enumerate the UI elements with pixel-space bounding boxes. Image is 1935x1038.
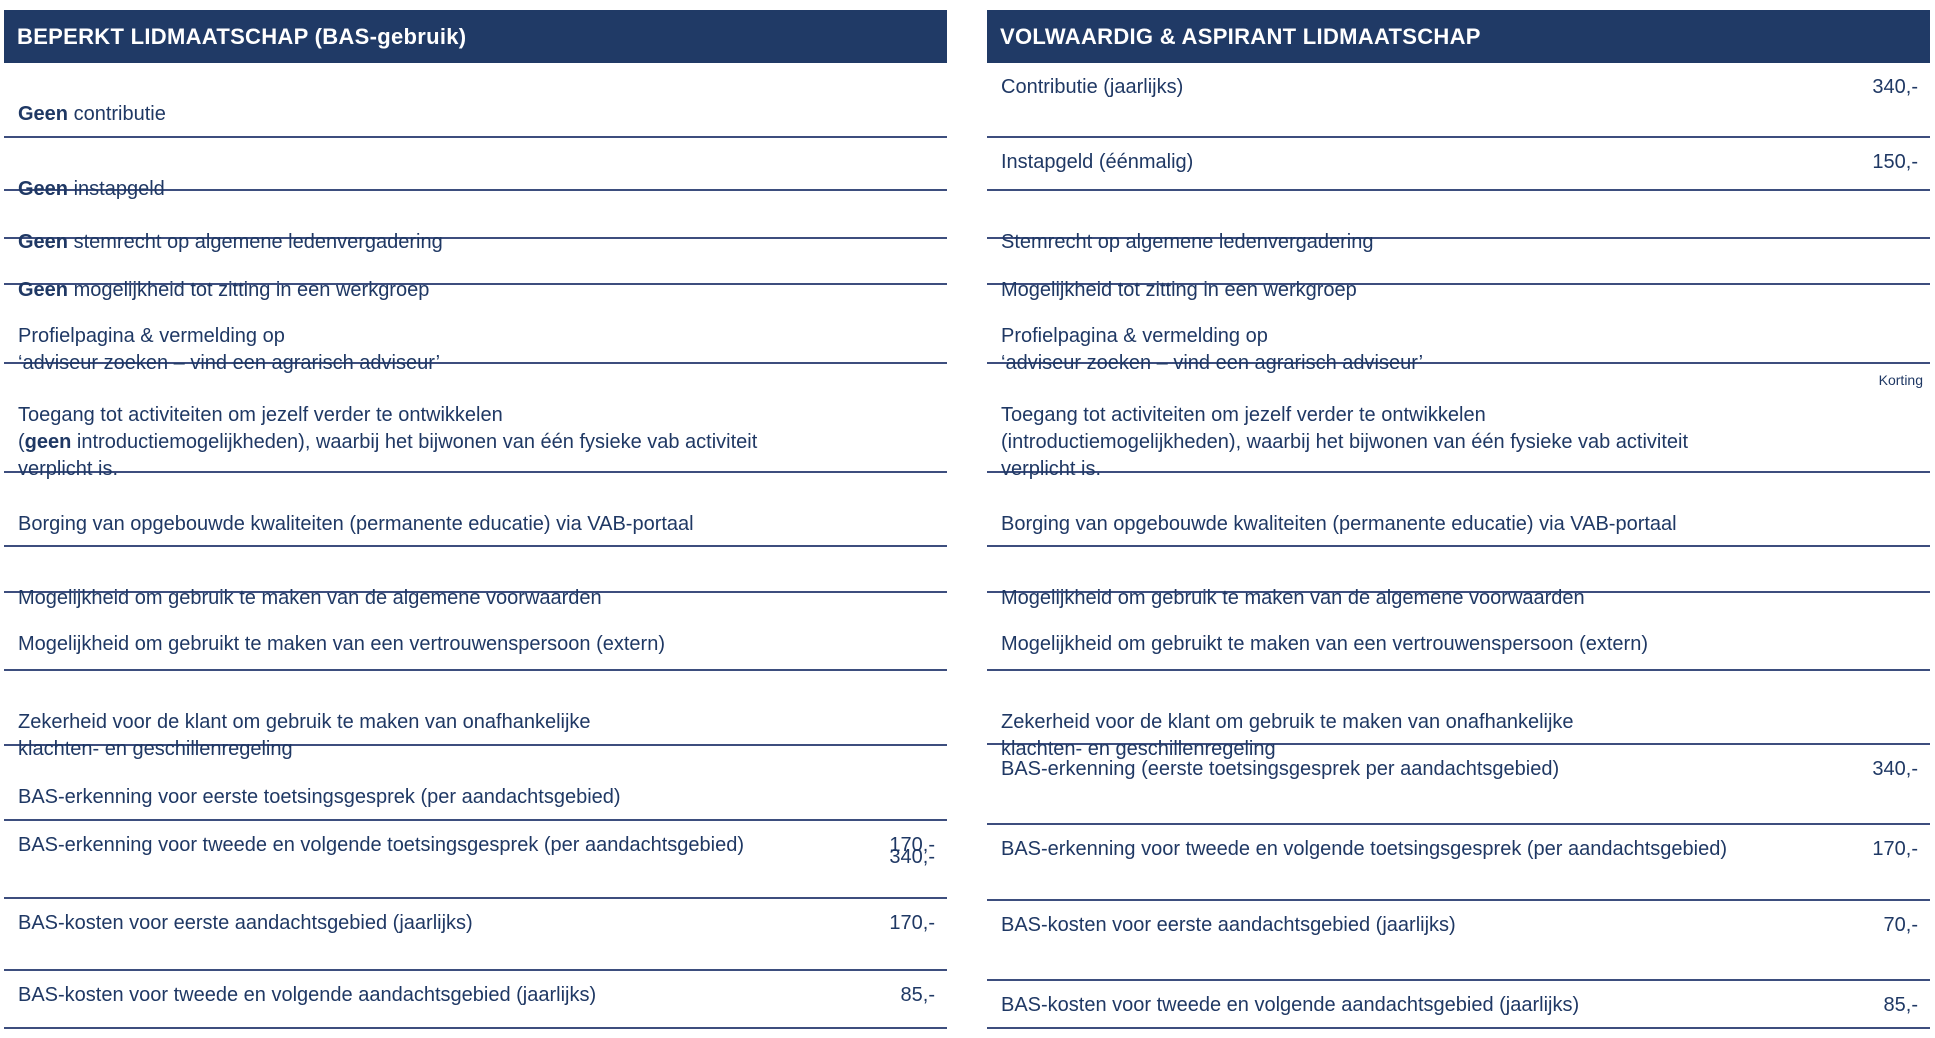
row-stemrecht: Geen stemrecht op algemene ledenvergader…	[4, 191, 947, 253]
row-text: Zekerheid voor de klant om gebruik te ma…	[18, 711, 591, 760]
row-text: Geen instapgeld	[18, 178, 165, 200]
row-text: Profielpagina & vermelding op ‘adviseur …	[18, 325, 441, 374]
row-borging: Borging van opgebouwde kwaliteiten (perm…	[4, 473, 947, 547]
price-value: 170,-	[1872, 838, 1918, 860]
row-text: Profielpagina & vermelding op ‘adviseur …	[1001, 325, 1424, 374]
row-voorwaarden: Mogelijkheid om gebruik te maken van de …	[987, 547, 1930, 609]
price-value: 170,-	[889, 834, 935, 856]
row-bas-erkenning-eerste: BAS-erkenning voor eerste toetsingsgespr…	[4, 746, 947, 868]
row-instapgeld: Instapgeld (éénmalig) 150,-	[987, 138, 1930, 191]
price-value: 85,-	[900, 984, 935, 1006]
row-text: Mogelijkheid om gebruikt te maken van ee…	[1001, 633, 1649, 655]
panel-title-beperkt: BEPERKT LIDMAATSCHAP (BAS-gebruik)	[4, 10, 947, 63]
row-vertrouwenspersoon: Mogelijkheid om gebruikt te maken van ee…	[987, 593, 1930, 671]
price-value: 170,-	[889, 912, 935, 934]
row-werkgroep: Geen mogelijkheid tot zitting in een wer…	[4, 239, 947, 301]
row-voorwaarden: Mogelijkheid om gebruik te maken van de …	[4, 547, 947, 609]
row-text: Geen contributie	[18, 103, 166, 125]
row-klachtenregeling: Zekerheid voor de klant om gebruik te ma…	[987, 671, 1930, 760]
row-text: Borging van opgebouwde kwaliteiten (perm…	[1001, 513, 1677, 535]
price-value: 85,-	[1883, 994, 1918, 1016]
row-profielpagina: Profielpagina & vermelding op ‘adviseur …	[4, 285, 947, 374]
price-value: 340,-	[889, 846, 935, 868]
row-text: BAS-kosten voor tweede en volgende aanda…	[1001, 994, 1580, 1016]
row-text: Contributie (jaarlijks)	[1001, 76, 1184, 98]
row-vertrouwenspersoon: Mogelijkheid om gebruikt te maken van ee…	[4, 593, 947, 671]
row-text: Mogelijkheid om gebruik te maken van de …	[18, 587, 602, 609]
price-value: 340,-	[1872, 76, 1918, 98]
price-value: 70,-	[1883, 914, 1918, 936]
row-text: Stemrecht op algemene ledenvergadering	[1001, 231, 1374, 253]
row-text: Mogelijkheid om gebruikt te maken van ee…	[18, 633, 666, 655]
row-text: Mogelijkheid tot zitting in een werkgroe…	[1001, 279, 1357, 301]
row-text: BAS-erkenning voor tweede en volgende to…	[1001, 838, 1728, 860]
row-text: Toegang tot activiteiten om jezelf verde…	[18, 404, 758, 480]
row-text: Geen stemrecht op algemene ledenvergader…	[18, 231, 443, 253]
row-text: BAS-erkenning (eerste toetsingsgesprek p…	[1001, 758, 1560, 780]
price-value: 150,-	[1872, 151, 1918, 173]
row-bas-erkenning-tweede: BAS-erkenning voor tweede en volgende to…	[4, 821, 947, 899]
row-text: BAS-kosten voor tweede en volgende aanda…	[18, 984, 597, 1006]
beperkt-lidmaatschap-panel: BEPERKT LIDMAATSCHAP (BAS-gebruik) Geen …	[4, 10, 947, 1029]
row-text: Zekerheid voor de klant om gebruik te ma…	[1001, 711, 1574, 760]
row-bas-kosten-tweede: BAS-kosten voor tweede en volgende aanda…	[4, 971, 947, 1029]
row-text: Geen mogelijkheid tot zitting in een wer…	[18, 279, 430, 301]
row-borging: Borging van opgebouwde kwaliteiten (perm…	[987, 473, 1930, 547]
row-text: Borging van opgebouwde kwaliteiten (perm…	[18, 513, 694, 535]
row-contributie: Geen contributie	[4, 63, 947, 138]
row-instapgeld: Geen instapgeld	[4, 138, 947, 200]
row-text: BAS-erkenning voor tweede en volgende to…	[18, 834, 745, 856]
row-bas-erkenning-tweede: BAS-erkenning voor tweede en volgende to…	[987, 825, 1930, 901]
row-bas-kosten-eerste: BAS-kosten voor eerste aandachtsgebied (…	[987, 901, 1930, 981]
row-text: BAS-kosten voor eerste aandachtsgebied (…	[18, 912, 473, 934]
row-activiteiten: Toegang tot activiteiten om jezelf verde…	[987, 364, 1930, 480]
row-text: Toegang tot activiteiten om jezelf verde…	[1001, 404, 1689, 480]
korting-label: Korting	[1878, 372, 1923, 388]
row-text: BAS-kosten voor eerste aandachtsgebied (…	[1001, 914, 1456, 936]
row-text: Mogelijkheid om gebruik te maken van de …	[1001, 587, 1585, 609]
row-werkgroep: Mogelijkheid tot zitting in een werkgroe…	[987, 239, 1930, 301]
row-klachtenregeling: Zekerheid voor de klant om gebruik te ma…	[4, 671, 947, 760]
row-bas-kosten-tweede: BAS-kosten voor tweede en volgende aanda…	[987, 981, 1930, 1029]
row-text: Instapgeld (éénmalig)	[1001, 151, 1194, 173]
row-stemrecht: Stemrecht op algemene ledenvergadering	[987, 191, 1930, 253]
row-bas-erkenning-eerste: BAS-erkenning (eerste toetsingsgesprek p…	[987, 745, 1930, 825]
row-bas-kosten-eerste: BAS-kosten voor eerste aandachtsgebied (…	[4, 899, 947, 971]
panel-title-volwaardig: VOLWAARDIG & ASPIRANT LIDMAATSCHAP	[987, 10, 1930, 63]
volwaardig-aspirant-panel: VOLWAARDIG & ASPIRANT LIDMAATSCHAP Contr…	[987, 10, 1930, 1029]
row-profielpagina: Profielpagina & vermelding op ‘adviseur …	[987, 285, 1930, 374]
row-activiteiten: Toegang tot activiteiten om jezelf verde…	[4, 364, 947, 480]
price-value: 340,-	[1872, 758, 1918, 780]
row-contributie: Contributie (jaarlijks) 340,-	[987, 63, 1930, 138]
row-text: BAS-erkenning voor eerste toetsingsgespr…	[18, 786, 621, 808]
